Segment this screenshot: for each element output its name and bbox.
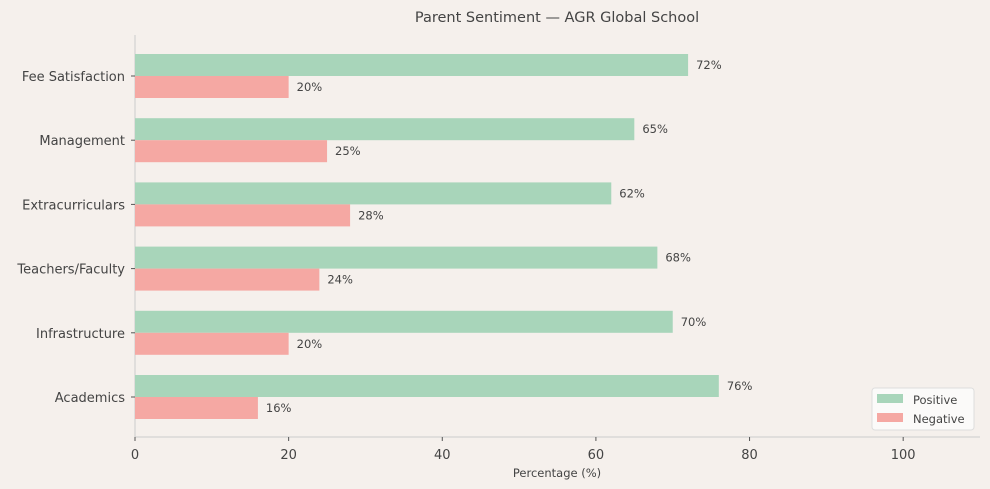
x-tick-label: 100 <box>891 448 916 463</box>
bar-positive <box>135 182 612 205</box>
data-label: 72% <box>696 58 722 72</box>
chart-title: Parent Sentiment — AGR Global School <box>415 10 699 26</box>
data-label: 25% <box>335 144 361 158</box>
bar-positive <box>135 246 658 269</box>
x-tick-label: 20 <box>280 448 297 463</box>
data-label: 20% <box>297 337 323 351</box>
bar-negative <box>135 204 351 227</box>
data-label: 76% <box>727 379 753 393</box>
y-tick-label: Extracurriculars <box>22 198 125 213</box>
x-tick-label: 80 <box>741 448 758 463</box>
x-tick-label: 40 <box>434 448 451 463</box>
bar-positive <box>135 54 689 76</box>
y-tick-label: Management <box>39 134 125 149</box>
bar-negative <box>135 140 328 163</box>
x-tick-label: 0 <box>131 448 139 463</box>
legend-label: Positive <box>913 393 957 407</box>
bar-negative <box>135 76 289 98</box>
y-tick-label: Academics <box>55 391 125 406</box>
data-label: 62% <box>619 186 645 200</box>
legend-swatch-negative <box>877 413 903 422</box>
x-tick-label: 60 <box>588 448 605 463</box>
legend-swatch-positive <box>877 394 903 403</box>
legend-label: Negative <box>913 412 965 426</box>
y-tick-label: Teachers/Faculty <box>16 263 125 278</box>
bar-negative <box>135 332 289 355</box>
data-label: 28% <box>358 208 384 222</box>
y-tick-label: Infrastructure <box>36 327 125 342</box>
bar-positive <box>135 375 719 397</box>
bar-positive <box>135 118 635 141</box>
data-label: 68% <box>665 251 691 265</box>
y-tick-label: Fee Satisfaction <box>22 70 125 85</box>
data-label: 24% <box>327 273 353 287</box>
bar-negative <box>135 268 320 291</box>
bar-negative <box>135 397 258 419</box>
data-label: 70% <box>681 315 707 329</box>
data-label: 20% <box>297 80 323 94</box>
bar-positive <box>135 310 673 333</box>
data-label: 65% <box>642 122 668 136</box>
data-label: 16% <box>266 401 292 415</box>
x-axis-label: Percentage (%) <box>513 466 601 480</box>
